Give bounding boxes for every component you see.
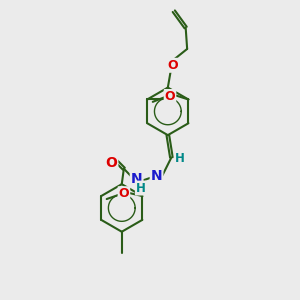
Text: I: I — [166, 93, 171, 106]
Text: N: N — [131, 172, 142, 186]
Text: H: H — [175, 152, 185, 165]
Text: N: N — [151, 169, 162, 183]
Text: H: H — [136, 182, 146, 194]
Text: O: O — [105, 156, 117, 170]
Text: O: O — [165, 90, 175, 103]
Text: O: O — [167, 59, 178, 72]
Text: O: O — [118, 187, 129, 200]
